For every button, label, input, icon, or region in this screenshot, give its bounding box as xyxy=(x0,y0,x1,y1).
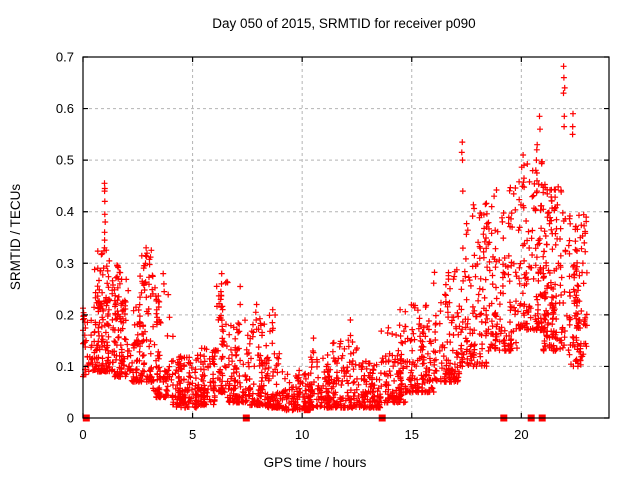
axis-ticks xyxy=(82,56,609,419)
scatter-plus-markers xyxy=(80,63,590,414)
y-tick-label: 0.3 xyxy=(56,256,74,271)
x-axis-label: GPS time / hours xyxy=(264,455,367,470)
y-tick-label: 0.4 xyxy=(56,204,74,219)
x-tick-labels: 0 5 10 15 20 xyxy=(79,427,528,442)
y-tick-label: 0.7 xyxy=(56,50,74,65)
x-tick-label: 20 xyxy=(514,427,528,442)
x-tick-label: 5 xyxy=(189,427,196,442)
grid-lines xyxy=(83,57,609,418)
grid-dashed-lines xyxy=(83,57,609,418)
y-axis-label: SRMTID / TECUs xyxy=(8,184,23,291)
plot-border xyxy=(82,56,610,419)
scatter-points xyxy=(80,63,590,414)
x-tick-label: 0 xyxy=(79,427,86,442)
y-tick-label: 0.5 xyxy=(56,153,74,168)
y-tick-label: 0.2 xyxy=(56,307,74,322)
x-tick-label: 10 xyxy=(295,427,309,442)
y-tick-label: 0.1 xyxy=(56,359,74,374)
x-tick-label: 15 xyxy=(405,427,419,442)
chart-title: Day 050 of 2015, SRMTID for receiver p09… xyxy=(212,16,475,31)
tick-marks xyxy=(82,56,609,419)
y-tick-label: 0 xyxy=(67,411,74,426)
y-tick-label: 0.6 xyxy=(56,101,74,116)
y-tick-labels: 0 0.1 0.2 0.3 0.4 0.5 0.6 0.7 xyxy=(56,50,74,426)
